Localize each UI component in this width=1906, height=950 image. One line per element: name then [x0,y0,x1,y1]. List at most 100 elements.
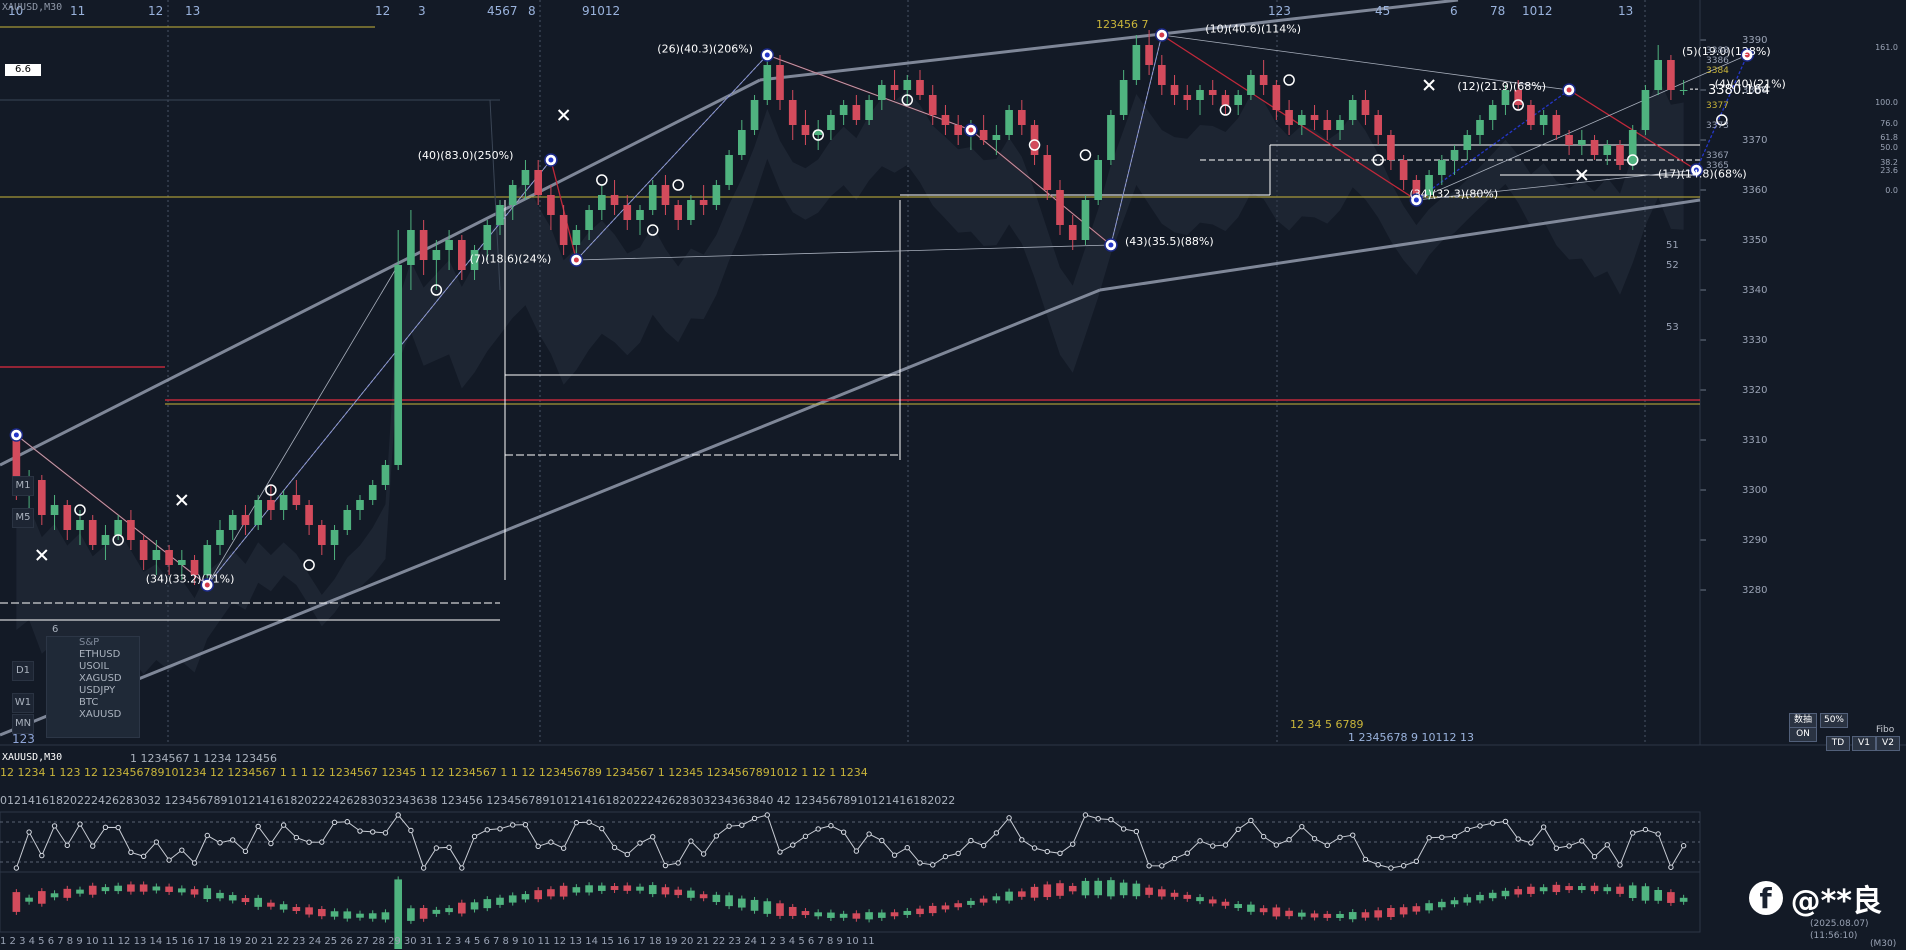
mini-candle-body [623,885,632,891]
oscillator-point [1426,835,1432,841]
symbol-list-top: S&P [79,637,100,648]
toggle-button-1[interactable]: 数抽 [1789,713,1817,728]
mini-candle-body [1463,897,1472,903]
s-label: 53 [1666,322,1679,333]
oscillator-point [790,842,796,848]
mini-candle-body [738,898,746,908]
symbol-item[interactable]: XAUUSD [79,709,122,720]
oscillator-point [650,834,656,840]
mini-candle-body [101,887,110,892]
fibo-level-label: 100.0 [1875,98,1898,107]
swing-label: (34)(33.2)(71%) [146,573,235,586]
candle-body [1068,225,1077,240]
oscillator-point [1668,864,1674,870]
candle-body [890,85,899,90]
oscillator-point [408,827,414,834]
oscillator-point [319,839,325,845]
mini-candle-body [1285,910,1293,917]
mini-candle-body [916,908,924,915]
oscillator-point [560,845,567,851]
toggle-button-3[interactable]: ON [1789,727,1817,742]
oscillator-point [191,860,198,866]
oscillator-point [1591,853,1598,860]
mini-candle-body [1387,908,1395,918]
mini-candle-body [674,889,682,896]
tf-button-d1[interactable]: D1 [12,661,34,681]
mini-candle-body [330,911,339,917]
tf-button-m5[interactable]: M5 [12,508,34,528]
candle-body [190,560,199,575]
oscillator-point [1528,840,1534,846]
symbol-item[interactable]: BTC [79,697,99,708]
mini-candle-body [1005,891,1013,901]
candle-body [216,530,224,545]
oscillator-point [293,834,300,841]
oscillator-point [255,823,261,830]
mini-candle-body [1247,904,1255,912]
candle-body [1145,45,1153,65]
candle-body [1476,120,1484,135]
oscillator-point [1439,834,1445,840]
candle-body [1488,105,1497,120]
candle-body [1438,160,1446,175]
oscillator-point [1286,837,1292,843]
oscillator-point [1248,817,1254,824]
toggle-button-v2[interactable]: V2 [1876,736,1900,751]
candle-body [1654,60,1662,90]
candle-body [165,550,173,565]
mini-candle-body [1107,880,1115,897]
date-axis-labels: 1 2 3 4 5 6 7 8 9 10 11 12 13 14 15 16 1… [0,936,875,947]
tf-button-w1[interactable]: W1 [12,693,34,713]
candle-body [1005,110,1013,135]
x-marker [36,549,48,561]
symbol-item[interactable]: XAGUSD [79,673,122,684]
symbol-list-side: 6 [52,624,59,635]
candle-body [941,115,950,125]
mini-candle-body [954,903,962,908]
mini-candle-body [559,885,568,897]
toggle-button-2[interactable]: 50% [1820,713,1848,728]
mini-candle-body [865,912,873,920]
candle-body [1565,135,1573,145]
oscillator-point [370,829,376,835]
symbol-item[interactable]: USDJPY [79,685,116,696]
candle-body [814,130,822,135]
y-tick-label: 3380 [1742,85,1767,96]
mini-candle-body [419,907,428,919]
swing-marker [1219,104,1232,116]
symbol-item[interactable]: USOIL [79,661,110,672]
mini-candle-body [292,907,301,912]
top-count-label: 91012 [582,4,620,18]
toggle-button-v1[interactable]: V1 [1852,736,1876,751]
pivot-marker-center [573,257,579,263]
mini-candle-body [1310,913,1319,918]
mini-candle-body [725,895,733,907]
candle-body [1247,75,1255,95]
mini-candle-body [750,899,759,911]
oscillator-point [497,826,503,832]
swing-marker [430,284,443,296]
oscillator-point [64,842,70,849]
symbol-item[interactable]: ETHUSD [79,649,121,660]
mini-candle-body [903,910,912,915]
symbol-list[interactable]: S&P ETHUSD USOIL XAGUSD USDJPY BTC XAUUS… [46,636,140,738]
candle-body [508,185,517,205]
candle-body [521,170,530,185]
top-count-label: 123 [1268,4,1291,18]
fibo-label: Fibo [1876,725,1895,735]
top-count-label: 6 [1450,4,1458,18]
oscillator-point [942,853,949,860]
oscillator-point [586,819,592,825]
candle-body [1107,115,1115,160]
oscillator-point [13,865,20,871]
pivot-marker-center [1159,32,1165,38]
oscillator-point [573,819,580,826]
tf-button-m1[interactable]: M1 [12,476,34,496]
toggle-button-td[interactable]: TD [1826,736,1850,751]
tf-button-mn[interactable]: MN [12,714,34,734]
mini-candle-body [814,912,822,917]
mini-candle-body [967,900,975,905]
oscillator-point [726,823,732,829]
candle-body [699,200,708,205]
